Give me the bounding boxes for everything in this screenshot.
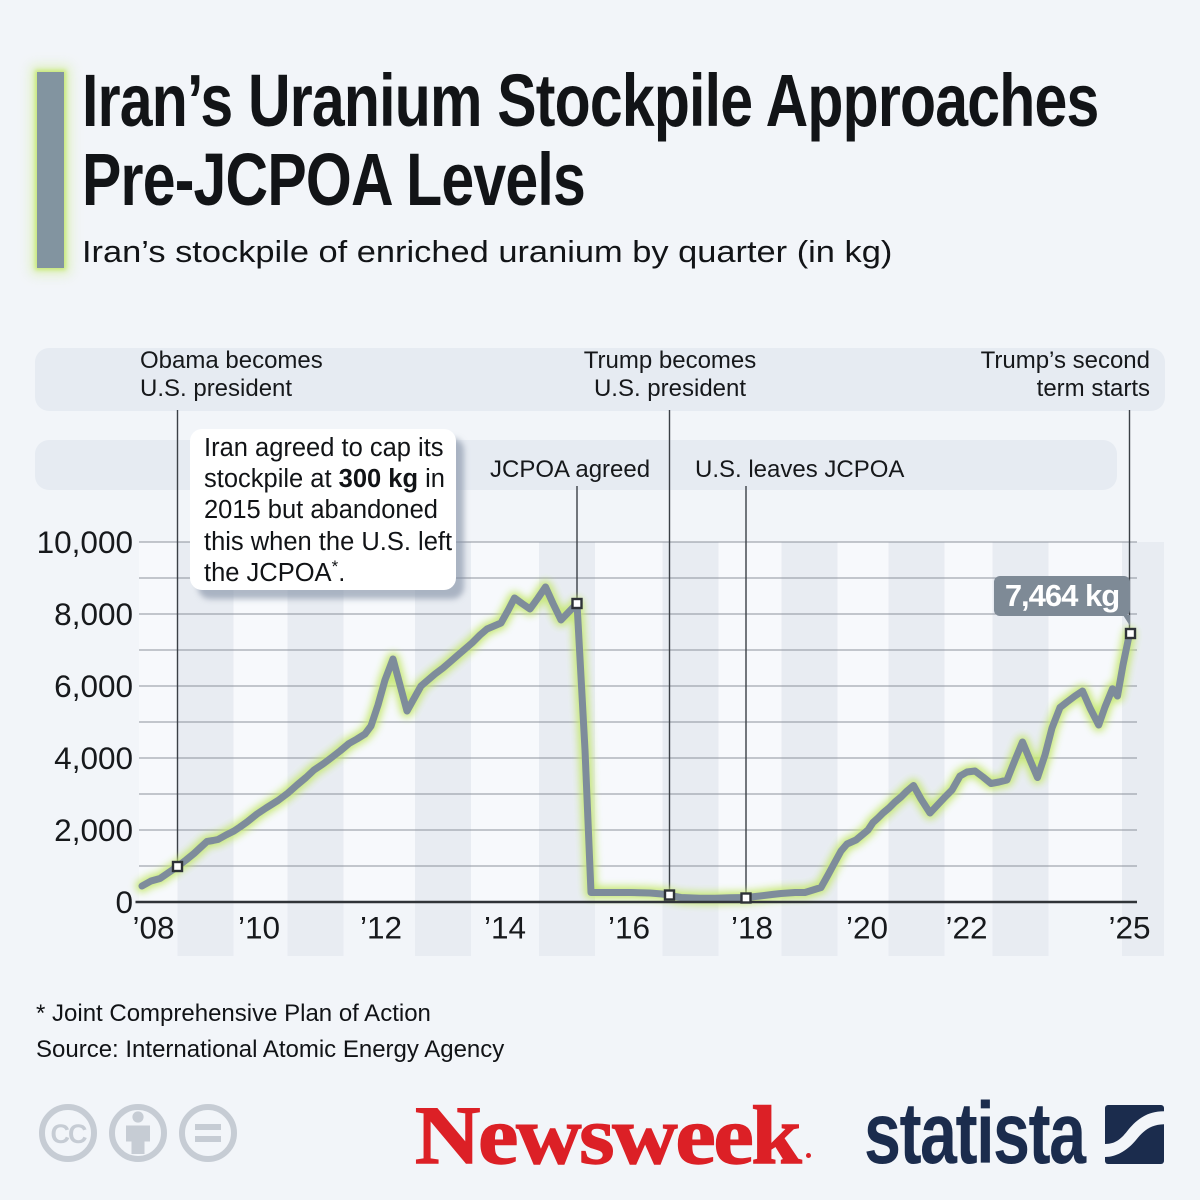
svg-text:0: 0 xyxy=(115,884,133,920)
svg-text:’08: ’08 xyxy=(132,910,174,946)
svg-text:’10: ’10 xyxy=(238,910,280,946)
svg-text:’20: ’20 xyxy=(846,910,888,946)
svg-text:’16: ’16 xyxy=(608,910,650,946)
svg-text:10,000: 10,000 xyxy=(37,524,133,560)
svg-text:2,000: 2,000 xyxy=(54,812,133,848)
svg-text:’25: ’25 xyxy=(1108,910,1150,946)
svg-text:4,000: 4,000 xyxy=(54,740,133,776)
svg-text:6,000: 6,000 xyxy=(54,668,133,704)
svg-text:’14: ’14 xyxy=(484,910,526,946)
svg-text:’22: ’22 xyxy=(945,910,987,946)
svg-text:’12: ’12 xyxy=(360,910,402,946)
svg-text:CC: CC xyxy=(51,1119,87,1149)
svg-text:’18: ’18 xyxy=(731,910,773,946)
svg-text:8,000: 8,000 xyxy=(54,596,133,632)
